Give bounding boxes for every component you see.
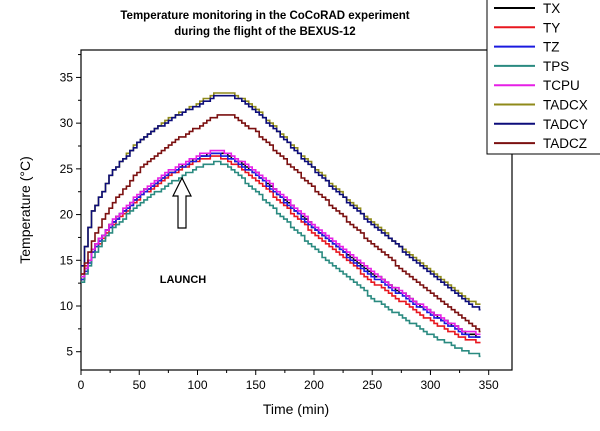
series-line-tz [81, 152, 481, 338]
series-line-ty [81, 155, 481, 344]
chart-title: Temperature monitoring in the CoCoRAD ex… [120, 10, 409, 38]
x-tick-label: 350 [479, 378, 499, 392]
axis-ticks: 0 50 100 150 200 250 300 350 5 10 15 20 25 30 35 [60, 54, 499, 392]
series-line-tadcz [81, 114, 481, 333]
x-tick-label: 200 [304, 378, 324, 392]
x-tick-label: 100 [187, 378, 207, 392]
x-tick-label: 50 [133, 378, 147, 392]
y-tick-label: 25 [60, 162, 74, 176]
series-line-tadcy [81, 94, 481, 311]
x-axis-label: Time (min) [263, 401, 329, 417]
legend-label-ty: TY [543, 20, 560, 35]
y-tick-label: 10 [60, 299, 74, 313]
y-tick-label: 5 [66, 345, 73, 359]
x-tick-label: 300 [420, 378, 440, 392]
series-line-tx [81, 152, 481, 338]
y-tick-label: 30 [60, 116, 74, 130]
y-tick-label: 35 [60, 70, 74, 84]
legend-label-tz: TZ [543, 40, 560, 55]
series-line-tcpu [81, 149, 481, 336]
series-layer [81, 92, 481, 358]
launch-label: LAUNCH [160, 274, 206, 286]
series-line-tps [81, 160, 481, 358]
chart-title-line-2: during the flight of the BEXUS-12 [174, 26, 355, 38]
legend-label-tps: TPS [543, 59, 569, 74]
legend-label-tadcz: TADCZ [543, 136, 587, 151]
x-tick-label: 0 [78, 378, 85, 392]
launch-annotation: LAUNCH [160, 176, 206, 286]
legend: TX TY TZ TPS TCPU TADCX TADCY TADCZ [486, 0, 600, 155]
launch-arrow-icon [172, 176, 192, 229]
x-tick-label: 250 [362, 378, 382, 392]
x-tick-label: 150 [246, 378, 266, 392]
legend-label-tcpu: TCPU [543, 78, 580, 93]
legend-box [486, 0, 600, 155]
legend-label-tx: TX [543, 1, 560, 16]
chart-title-line-1: Temperature monitoring in the CoCoRAD ex… [120, 10, 409, 22]
legend-label-tadcy: TADCY [543, 117, 588, 132]
y-tick-label: 20 [60, 208, 74, 222]
y-tick-label: 15 [60, 253, 74, 267]
legend-label-tadcx: TADCX [543, 98, 588, 113]
y-axis-label: Temperature (°C) [17, 156, 33, 264]
plot-frame [80, 49, 513, 371]
